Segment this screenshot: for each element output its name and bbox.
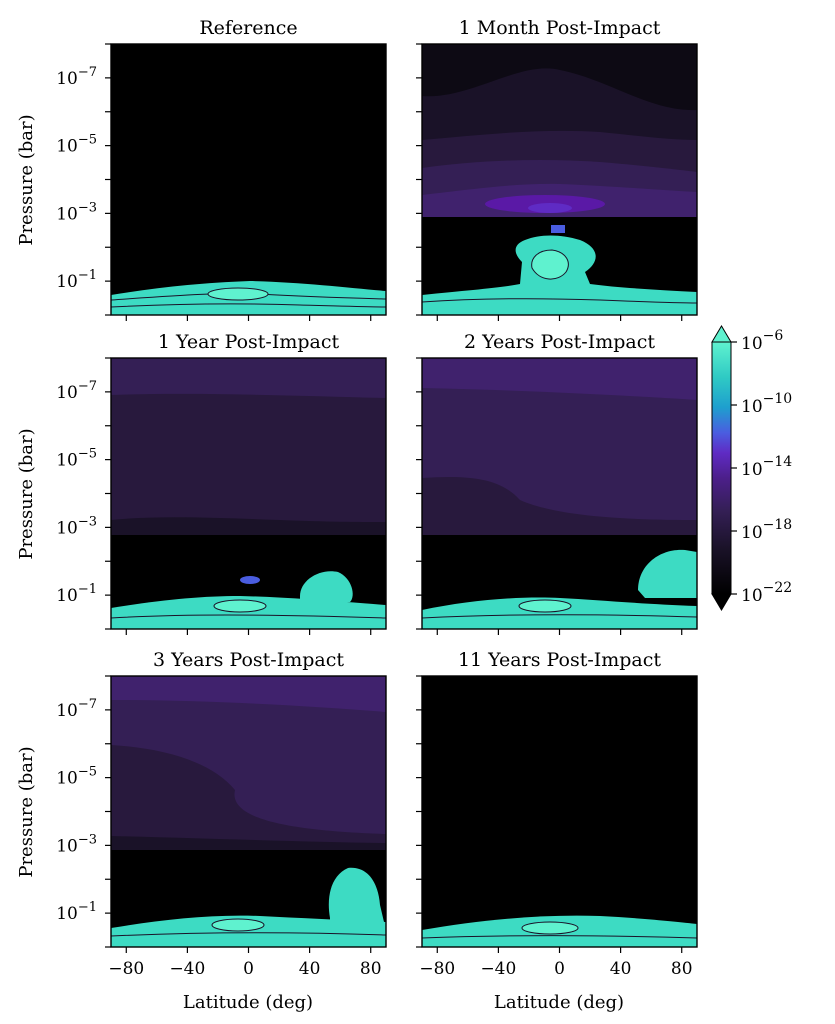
colorbar-extend-bottom (711, 593, 732, 611)
x-tick-label: 0 (554, 959, 565, 979)
x-tick-label: −40 (480, 959, 516, 979)
axes-1: 1 Month Post-Impact (416, 17, 698, 321)
y-tick-label: 10−7 (56, 379, 97, 403)
y-tick-label: 10−1 (56, 582, 97, 606)
colorbar-ticks: 10−6 10−10 10−14 10−18 10−22 (731, 328, 792, 606)
y-tick-label: 10−3 (56, 514, 97, 538)
colorbar-tick-label: 10−14 (741, 454, 792, 480)
y-tick-label: 10−5 (56, 447, 97, 471)
panel-title: 1 Month Post-Impact (459, 17, 661, 39)
x-tick-label: 0 (243, 959, 254, 979)
x-tick-label: −80 (419, 959, 455, 979)
y-tick-label: 10−3 (56, 200, 97, 224)
colorbar-tick-label: 10−22 (741, 580, 792, 606)
panel-3-years (111, 676, 386, 947)
axes-layer: Reference 10−7 10−5 10−3 10−1 1 Month Post-Im… (56, 17, 698, 979)
y-tick-label: 10−7 (56, 697, 97, 721)
y-tick-label: 10−3 (56, 832, 97, 856)
axes-3: 2 Years Post-Impact (416, 331, 698, 635)
ylabel-row1: Pressure (bar) (16, 114, 37, 245)
xlabel-left: Latitude (deg) (183, 992, 313, 1013)
panel-2-years (422, 358, 697, 629)
axes-5: 11 Years Post-Impact −80 −40 0 40 80 (416, 649, 698, 979)
colorbar: 10−6 10−10 10−14 10−18 10−22 (711, 325, 792, 611)
y-tick-label: 10−1 (56, 900, 97, 924)
y-tick-label: 10−5 (56, 765, 97, 789)
panel-title: Reference (199, 17, 297, 39)
x-tick-label: −80 (108, 959, 144, 979)
colorbar-tick-label: 10−10 (741, 391, 792, 417)
axes-0: Reference 10−7 10−5 10−3 10−1 (56, 17, 387, 321)
panel-title: 1 Year Post-Impact (158, 331, 340, 353)
panel-title: 3 Years Post-Impact (153, 649, 344, 671)
panel-title: 11 Years Post-Impact (458, 649, 661, 671)
axes-2: 1 Year Post-Impact 10−7 10−5 10−3 10−1 (56, 331, 387, 635)
colorbar-extend-top (711, 325, 732, 343)
x-tick-label: 80 (671, 959, 693, 979)
ylabel-row3: Pressure (bar) (16, 746, 37, 877)
x-tick-label: 40 (610, 959, 632, 979)
x-tick-label: 80 (360, 959, 382, 979)
panel-title: 2 Years Post-Impact (464, 331, 655, 353)
panel-1-month (422, 44, 697, 315)
y-tick-label: 10−5 (56, 133, 97, 157)
panel-1-year (111, 358, 386, 629)
x-tick-label: 40 (299, 959, 321, 979)
y-tick-label: 10−1 (56, 268, 97, 292)
y-tick-label: 10−7 (56, 65, 97, 89)
ylabel-row2: Pressure (bar) (16, 428, 37, 559)
panel-reference (111, 44, 386, 315)
x-tick-label: −40 (169, 959, 205, 979)
axes-4: 3 Years Post-Impact −80 −40 0 40 80 10−7 10−5 10… (56, 649, 387, 979)
colorbar-tick-label: 10−18 (741, 517, 792, 543)
xlabel-right: Latitude (deg) (494, 992, 624, 1013)
panel-11-years (422, 676, 697, 947)
colorbar-tick-label: 10−6 (741, 328, 783, 354)
